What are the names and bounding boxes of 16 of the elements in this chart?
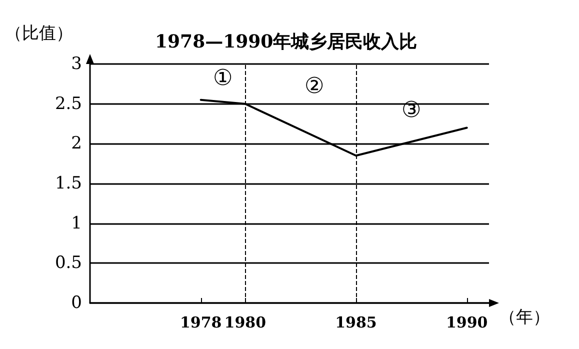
y-axis-title: （比值） xyxy=(5,24,73,44)
y-tick-label: 1.5 xyxy=(54,174,82,194)
x-tick-label: 1990 xyxy=(446,314,488,332)
x-axis-title: （年） xyxy=(499,308,550,328)
chart-title: 1978—1990年城乡居民收入比 xyxy=(155,32,418,52)
annotation: ② xyxy=(304,74,325,99)
y-tick-label: 1 xyxy=(71,213,82,234)
y-tick-label: 2.5 xyxy=(54,94,82,114)
y-tick-label: 2 xyxy=(71,134,82,154)
y-tick-label: 0 xyxy=(71,293,82,313)
x-tick-label: 1980 xyxy=(224,314,266,332)
x-tick-label: 1985 xyxy=(335,314,377,332)
annotation: ① xyxy=(213,66,233,91)
y-tick-label: 0.5 xyxy=(54,253,82,274)
y-tick-label: 3 xyxy=(71,54,82,74)
x-tick-label: 1978 xyxy=(180,314,222,332)
